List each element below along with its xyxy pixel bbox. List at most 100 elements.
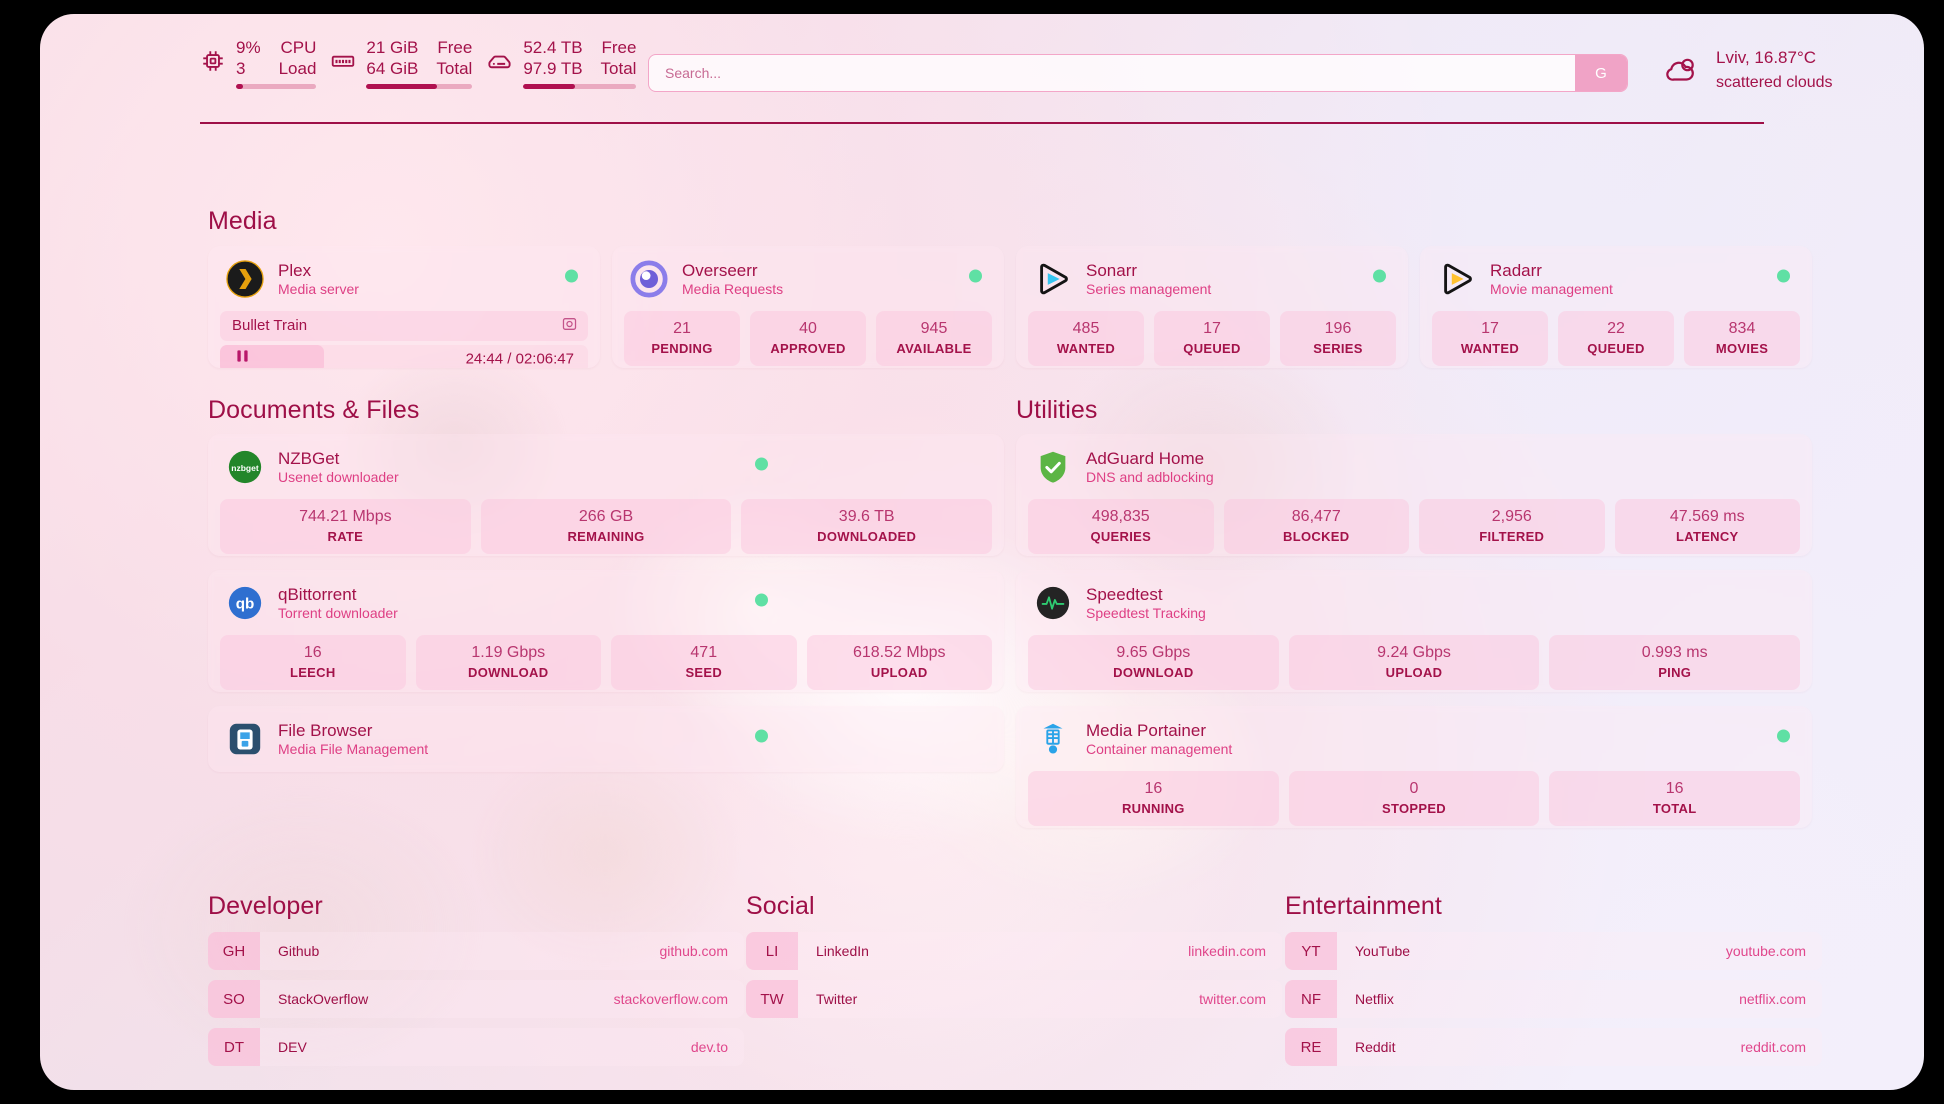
now-playing-title: Bullet Train	[232, 317, 308, 335]
stat-value: 196	[1324, 319, 1352, 337]
stat-chip[interactable]: 47.569 ms LATENCY	[1614, 498, 1800, 555]
bookmark-item[interactable]: DT DEV dev.to	[208, 1028, 744, 1066]
card-header: Media Portainer Container management	[1016, 706, 1812, 767]
stat-label: SERIES	[1313, 340, 1363, 356]
stat-chip[interactable]: 196 SERIES	[1280, 310, 1396, 367]
pause-button[interactable]	[220, 344, 324, 368]
card-sonarr[interactable]: Sonarr Series management 485 WANTED 17 Q…	[1016, 246, 1408, 368]
stat-chip[interactable]: 9.65 Gbps DOWNLOAD	[1028, 634, 1279, 691]
cpu-icon	[200, 38, 226, 84]
app-name: Radarr	[1490, 261, 1542, 280]
portainer-icon	[1034, 720, 1072, 758]
stat-chip[interactable]: 40 APPROVED	[750, 310, 866, 367]
stat-value: 485	[1072, 319, 1100, 337]
app-name: Media Portainer	[1086, 721, 1207, 740]
stat-chip[interactable]: 16 TOTAL	[1549, 770, 1801, 827]
stat-chip[interactable]: 9.24 Gbps UPLOAD	[1288, 634, 1540, 691]
adguard-shield-icon	[1034, 448, 1072, 486]
bookmark-item[interactable]: NF Netflix netflix.com	[1285, 980, 1822, 1018]
stat-chip[interactable]: 744.21 Mbps RATE	[220, 498, 471, 555]
weather-description: scattered clouds	[1716, 73, 1833, 91]
card-adguard-home[interactable]: AdGuard Home DNS and adblocking 498,835 …	[1016, 434, 1812, 556]
stat-chip[interactable]: 16 RUNNING	[1028, 770, 1279, 827]
stat-label: REMAINING	[567, 528, 645, 544]
stat-label: RUNNING	[1121, 800, 1185, 816]
bookmark-url: github.com	[659, 943, 728, 959]
card-speedtest[interactable]: Speedtest Speedtest Tracking 9.65 Gbps D…	[1016, 570, 1812, 692]
plex-icon	[226, 260, 264, 299]
app-name: AdGuard Home	[1086, 449, 1205, 468]
bookmark-tag: NF	[1285, 980, 1337, 1018]
status-badge-online	[565, 269, 578, 283]
bookmark-list-social: LI LinkedIn linkedin.com TW Twitter twit…	[746, 932, 1282, 1028]
cast-icon[interactable]	[561, 315, 578, 336]
card-nzbget[interactable]: nzbget NZBGet Usenet downloader 744.21 M…	[208, 434, 1004, 556]
stat-chip[interactable]: 22 QUEUED	[1558, 310, 1674, 367]
system-stat-cpu: 9% CPU 3 Load	[200, 38, 317, 99]
stats-row: 16 RUNNING 0 STOPPED 16 TOTAL	[1016, 767, 1812, 828]
card-plex[interactable]: Plex Media server Bullet Train	[208, 246, 600, 368]
stat-chip[interactable]: 498,835 QUERIES	[1028, 498, 1214, 555]
stat-chip[interactable]: 21 PENDING	[624, 310, 740, 367]
stat-chip[interactable]: 2,956 FILTERED	[1419, 498, 1605, 555]
stat-chip[interactable]: 39.6 TB DOWNLOADED	[741, 498, 993, 555]
disk-total-value: 97.9 TB	[523, 58, 583, 78]
stat-label: FILTERED	[1479, 528, 1545, 544]
app-name: NZBGet	[278, 449, 340, 468]
stat-chip[interactable]: 0.993 ms PING	[1549, 634, 1801, 691]
bookmark-group-title-entertainment: Entertainment	[1285, 892, 1442, 920]
stat-label: LEECH	[289, 664, 336, 680]
bookmark-name: YouTube	[1355, 943, 1411, 959]
stat-chip[interactable]: 618.52 Mbps UPLOAD	[806, 634, 992, 691]
stat-chip[interactable]: 17 QUEUED	[1154, 310, 1270, 367]
search-input[interactable]	[649, 55, 1575, 91]
bookmark-item[interactable]: RE Reddit reddit.com	[1285, 1028, 1822, 1066]
stat-chip[interactable]: 86,477 BLOCKED	[1223, 498, 1409, 555]
card-qbittorrent[interactable]: qb qBittorrent Torrent downloader 16 LEE…	[208, 570, 1004, 692]
stat-label: WANTED	[1460, 340, 1520, 356]
stat-chip[interactable]: 485 WANTED	[1028, 310, 1144, 367]
card-media-portainer[interactable]: Media Portainer Container management 16 …	[1016, 706, 1812, 828]
bookmark-item[interactable]: GH Github github.com	[208, 932, 744, 970]
search-bar[interactable]: G	[648, 54, 1628, 92]
stat-value: 9.24 Gbps	[1377, 643, 1451, 661]
app-subtitle: Speedtest Tracking	[1086, 605, 1206, 622]
stats-row: 744.21 Mbps RATE 266 GB REMAINING 39.6 T…	[208, 495, 1004, 556]
stat-label: APPROVED	[770, 340, 846, 356]
disk-free-value: 52.4 TB	[523, 37, 583, 57]
stat-chip[interactable]: 945 AVAILABLE	[876, 310, 992, 367]
stat-chip[interactable]: 266 GB REMAINING	[480, 498, 732, 555]
stat-label: MOVIES	[1715, 340, 1769, 356]
section-title-documents: Documents & Files	[208, 396, 420, 424]
app-name: Overseerr	[682, 261, 758, 280]
stat-value: 1.19 Gbps	[471, 643, 546, 661]
stat-chip[interactable]: 16 LEECH	[220, 634, 406, 691]
bookmark-name: StackOverflow	[278, 991, 369, 1007]
card-header: AdGuard Home DNS and adblocking	[1016, 434, 1812, 495]
bookmark-item[interactable]: TW Twitter twitter.com	[746, 980, 1282, 1018]
card-header: Radarr Movie management	[1420, 246, 1812, 307]
stat-chip[interactable]: 17 WANTED	[1432, 310, 1548, 367]
card-file-browser[interactable]: File Browser Media File Management	[208, 706, 1004, 772]
bookmark-tag: SO	[208, 980, 260, 1018]
stat-chip[interactable]: 834 MOVIES	[1684, 310, 1800, 367]
stat-chip[interactable]: 471 SEED	[611, 634, 797, 691]
stat-chip[interactable]: 0 STOPPED	[1288, 770, 1540, 827]
system-info-group: 9% CPU 3 Load	[200, 38, 650, 99]
card-header: Sonarr Series management	[1016, 246, 1408, 307]
bookmark-item[interactable]: YT YouTube youtube.com	[1285, 932, 1822, 970]
stat-value: 47.569 ms	[1669, 507, 1745, 525]
card-radarr[interactable]: Radarr Movie management 17 WANTED 22 QUE…	[1420, 246, 1812, 368]
stat-chip[interactable]: 1.19 Gbps DOWNLOAD	[415, 634, 601, 691]
bookmark-item[interactable]: SO StackOverflow stackoverflow.com	[208, 980, 744, 1018]
card-overseerr[interactable]: Overseerr Media Requests 21 PENDING 40 A…	[612, 246, 1004, 368]
status-badge-online	[1777, 729, 1790, 743]
bookmark-item[interactable]: LI LinkedIn linkedin.com	[746, 932, 1282, 970]
app-name: Sonarr	[1086, 261, 1138, 280]
bookmark-url: youtube.com	[1725, 943, 1806, 959]
memory-free-value: 21 GiB	[366, 37, 419, 57]
status-badge-online	[755, 457, 768, 471]
app-name: Speedtest	[1086, 585, 1163, 604]
search-submit-button[interactable]: G	[1575, 55, 1627, 91]
weather-widget: Lviv, 16.87°C scattered clouds	[1662, 46, 1833, 94]
